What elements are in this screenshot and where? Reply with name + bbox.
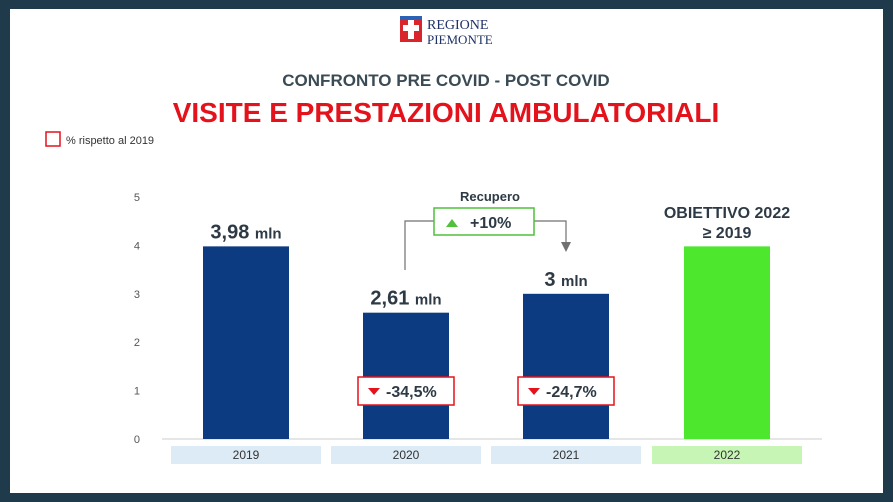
data-label: 2,61 mln xyxy=(370,288,441,310)
category-box xyxy=(652,446,802,464)
y-tick-label: 4 xyxy=(134,240,140,252)
bar-2021 xyxy=(523,293,609,439)
logo-line1: REGIONE xyxy=(427,18,488,33)
value-labels: 3,98 mln 2,61 mln 3 mln xyxy=(210,221,587,309)
pct-change-label: -24,7% xyxy=(546,384,597,401)
x-tick-label: 2019 xyxy=(233,448,260,462)
logo: REGIONE PIEMONTE xyxy=(400,16,493,47)
data-label: 3 mln xyxy=(544,269,587,291)
target-label-line2: ≥ 2019 xyxy=(703,225,752,242)
category-box xyxy=(171,446,321,464)
y-tick-label: 2 xyxy=(134,337,140,349)
recovery-annotation: Recupero +10% xyxy=(404,189,571,270)
recovery-label: Recupero xyxy=(460,189,520,204)
recovery-connector-right xyxy=(534,220,567,244)
category-box xyxy=(491,446,641,464)
triangle-down-icon xyxy=(528,388,540,395)
category-axis: 2019 2020 2021 2022 xyxy=(171,446,802,464)
bar-2019 xyxy=(203,246,289,439)
target-label-line1: OBIETTIVO 2022 xyxy=(664,205,790,222)
x-tick-label: 2020 xyxy=(393,448,420,462)
recovery-arrowhead-icon xyxy=(561,242,571,252)
pct-change-label: -34,5% xyxy=(386,384,437,401)
legend-swatch xyxy=(45,131,61,147)
pct-change-boxes: -34,5% -24,7% xyxy=(357,376,615,406)
recovery-value: +10% xyxy=(470,215,511,232)
subtitle: CONFRONTO PRE COVID - POST COVID xyxy=(282,71,609,90)
category-box xyxy=(331,446,481,464)
triangle-up-icon xyxy=(446,219,458,227)
y-axis: 0 1 2 3 4 5 xyxy=(134,192,140,446)
y-tick-label: 1 xyxy=(134,386,140,398)
recovery-connector xyxy=(404,220,434,270)
x-tick-label: 2022 xyxy=(714,448,741,462)
bars xyxy=(203,246,770,439)
y-tick-label: 5 xyxy=(134,192,140,204)
bar-2022 xyxy=(684,246,770,439)
x-tick-label: 2021 xyxy=(553,448,580,462)
data-label: 3,98 mln xyxy=(210,221,281,243)
legend: % rispetto al 2019 xyxy=(45,131,154,147)
y-tick-label: 0 xyxy=(134,434,140,446)
legend-label: % rispetto al 2019 xyxy=(66,135,154,147)
bar-2020 xyxy=(363,312,449,439)
logo-line2: PIEMONTE xyxy=(427,32,493,47)
page-title: VISITE E PRESTAZIONI AMBULATORIALI xyxy=(173,97,720,128)
y-tick-label: 3 xyxy=(134,289,140,301)
triangle-down-icon xyxy=(368,388,380,395)
